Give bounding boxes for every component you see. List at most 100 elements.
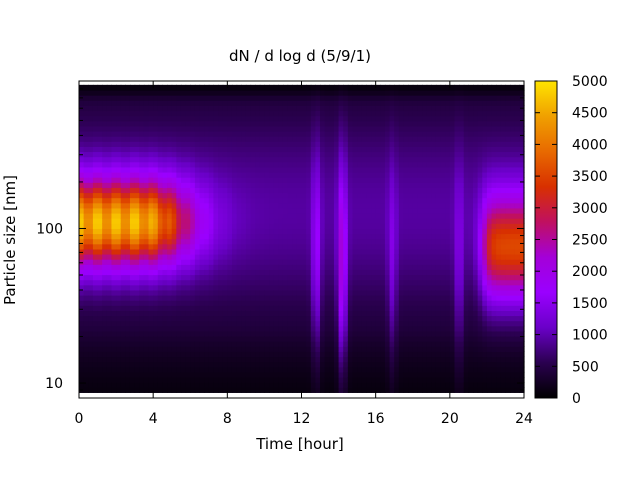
heatmap-cell xyxy=(194,274,201,281)
heatmap-cell xyxy=(454,248,460,255)
heatmap-cell xyxy=(245,110,252,117)
heatmap-cell xyxy=(389,177,395,183)
heatmap-cell xyxy=(306,151,312,158)
heatmap-cell xyxy=(454,171,460,178)
heatmap-cell xyxy=(398,346,405,352)
heatmap-cell xyxy=(449,243,456,250)
heatmap-cell xyxy=(394,279,400,286)
heatmap-cell xyxy=(333,177,340,183)
heatmap-cell xyxy=(338,212,344,219)
heatmap-cell xyxy=(445,197,451,204)
heatmap-cell xyxy=(208,136,215,142)
heatmap-cell xyxy=(361,351,367,358)
heatmap-cell xyxy=(417,197,423,204)
heatmap-cell xyxy=(347,320,354,327)
heatmap-cell xyxy=(111,177,117,183)
heatmap-cell xyxy=(231,161,238,168)
heatmap-cell xyxy=(459,177,465,183)
heatmap-cell xyxy=(143,141,150,147)
heatmap-cell xyxy=(83,197,89,204)
heatmap-cell xyxy=(111,161,117,168)
heatmap-cell xyxy=(148,218,154,224)
heatmap-cell xyxy=(111,192,117,199)
heatmap-cell xyxy=(167,187,173,194)
heatmap-cell xyxy=(92,243,99,250)
heatmap-cell xyxy=(287,294,293,301)
heatmap-cell xyxy=(338,274,344,281)
heatmap-cell xyxy=(167,356,173,363)
heatmap-cell xyxy=(366,387,372,393)
heatmap-cell xyxy=(306,110,312,117)
heatmap-cell xyxy=(435,197,442,204)
heatmap-cell xyxy=(306,325,312,332)
heatmap-cell xyxy=(287,100,293,106)
heatmap-cell xyxy=(162,187,168,194)
heatmap-cell xyxy=(222,100,228,106)
heatmap-cell xyxy=(454,125,460,132)
heatmap-cell xyxy=(190,274,196,281)
heatmap-cell xyxy=(167,100,173,106)
heatmap-cell xyxy=(445,212,451,219)
heatmap-cell xyxy=(431,376,437,383)
heatmap-cell xyxy=(454,84,460,91)
heatmap-cell xyxy=(380,387,386,393)
heatmap-cell xyxy=(250,269,256,276)
heatmap-cell xyxy=(329,264,335,270)
heatmap-cell xyxy=(222,136,228,142)
heatmap-cell xyxy=(148,325,154,332)
heatmap-cell xyxy=(422,228,428,235)
heatmap-cell xyxy=(171,115,177,122)
heatmap-cell xyxy=(111,105,117,112)
heatmap-cell xyxy=(162,228,168,235)
heatmap-cell xyxy=(143,274,150,281)
heatmap-cell xyxy=(440,341,446,347)
heatmap-cell xyxy=(361,387,367,393)
heatmap-cell xyxy=(79,130,85,137)
heatmap-cell xyxy=(306,361,312,368)
heatmap-cell xyxy=(218,218,224,224)
heatmap-cell xyxy=(269,346,275,352)
heatmap-cell xyxy=(273,371,279,378)
heatmap-cell xyxy=(143,115,150,122)
heatmap-cell xyxy=(148,166,154,173)
heatmap-cell xyxy=(269,89,275,96)
heatmap-cell xyxy=(208,310,215,317)
heatmap-cell xyxy=(296,130,303,137)
heatmap-cell xyxy=(435,238,442,245)
heatmap-cell xyxy=(371,120,377,127)
heatmap-cell xyxy=(301,177,307,183)
heatmap-cell xyxy=(167,233,173,240)
heatmap-cell xyxy=(431,218,437,224)
heatmap-cell xyxy=(454,387,460,393)
heatmap-cell xyxy=(366,366,372,373)
heatmap-cell xyxy=(79,366,85,373)
heatmap-cell xyxy=(241,130,247,137)
heatmap-cell xyxy=(106,233,113,240)
heatmap-cell xyxy=(422,89,428,96)
heatmap-cell xyxy=(375,330,381,337)
heatmap-cell xyxy=(241,315,247,322)
heatmap-cell xyxy=(273,238,279,245)
heatmap-cell xyxy=(190,146,196,153)
heatmap-cell xyxy=(273,218,279,224)
heatmap-cell xyxy=(222,294,228,301)
heatmap-cell xyxy=(180,294,187,301)
heatmap-cell xyxy=(408,136,414,142)
heatmap-cell xyxy=(375,289,381,296)
heatmap-cell xyxy=(301,171,307,178)
heatmap-cell xyxy=(315,248,321,255)
heatmap-cell xyxy=(384,305,391,311)
heatmap-cell xyxy=(231,376,238,383)
heatmap-cell xyxy=(106,141,113,147)
heatmap-cell xyxy=(375,192,381,199)
heatmap-cell xyxy=(213,243,219,250)
heatmap-cell xyxy=(371,289,377,296)
heatmap-cell xyxy=(324,320,330,327)
heatmap-cell xyxy=(338,361,344,368)
heatmap-cell xyxy=(250,315,256,322)
heatmap-cell xyxy=(255,356,261,363)
heatmap-cell xyxy=(116,351,122,358)
heatmap-cell xyxy=(143,382,150,388)
heatmap-cell xyxy=(106,382,113,388)
heatmap-cell xyxy=(454,192,460,199)
